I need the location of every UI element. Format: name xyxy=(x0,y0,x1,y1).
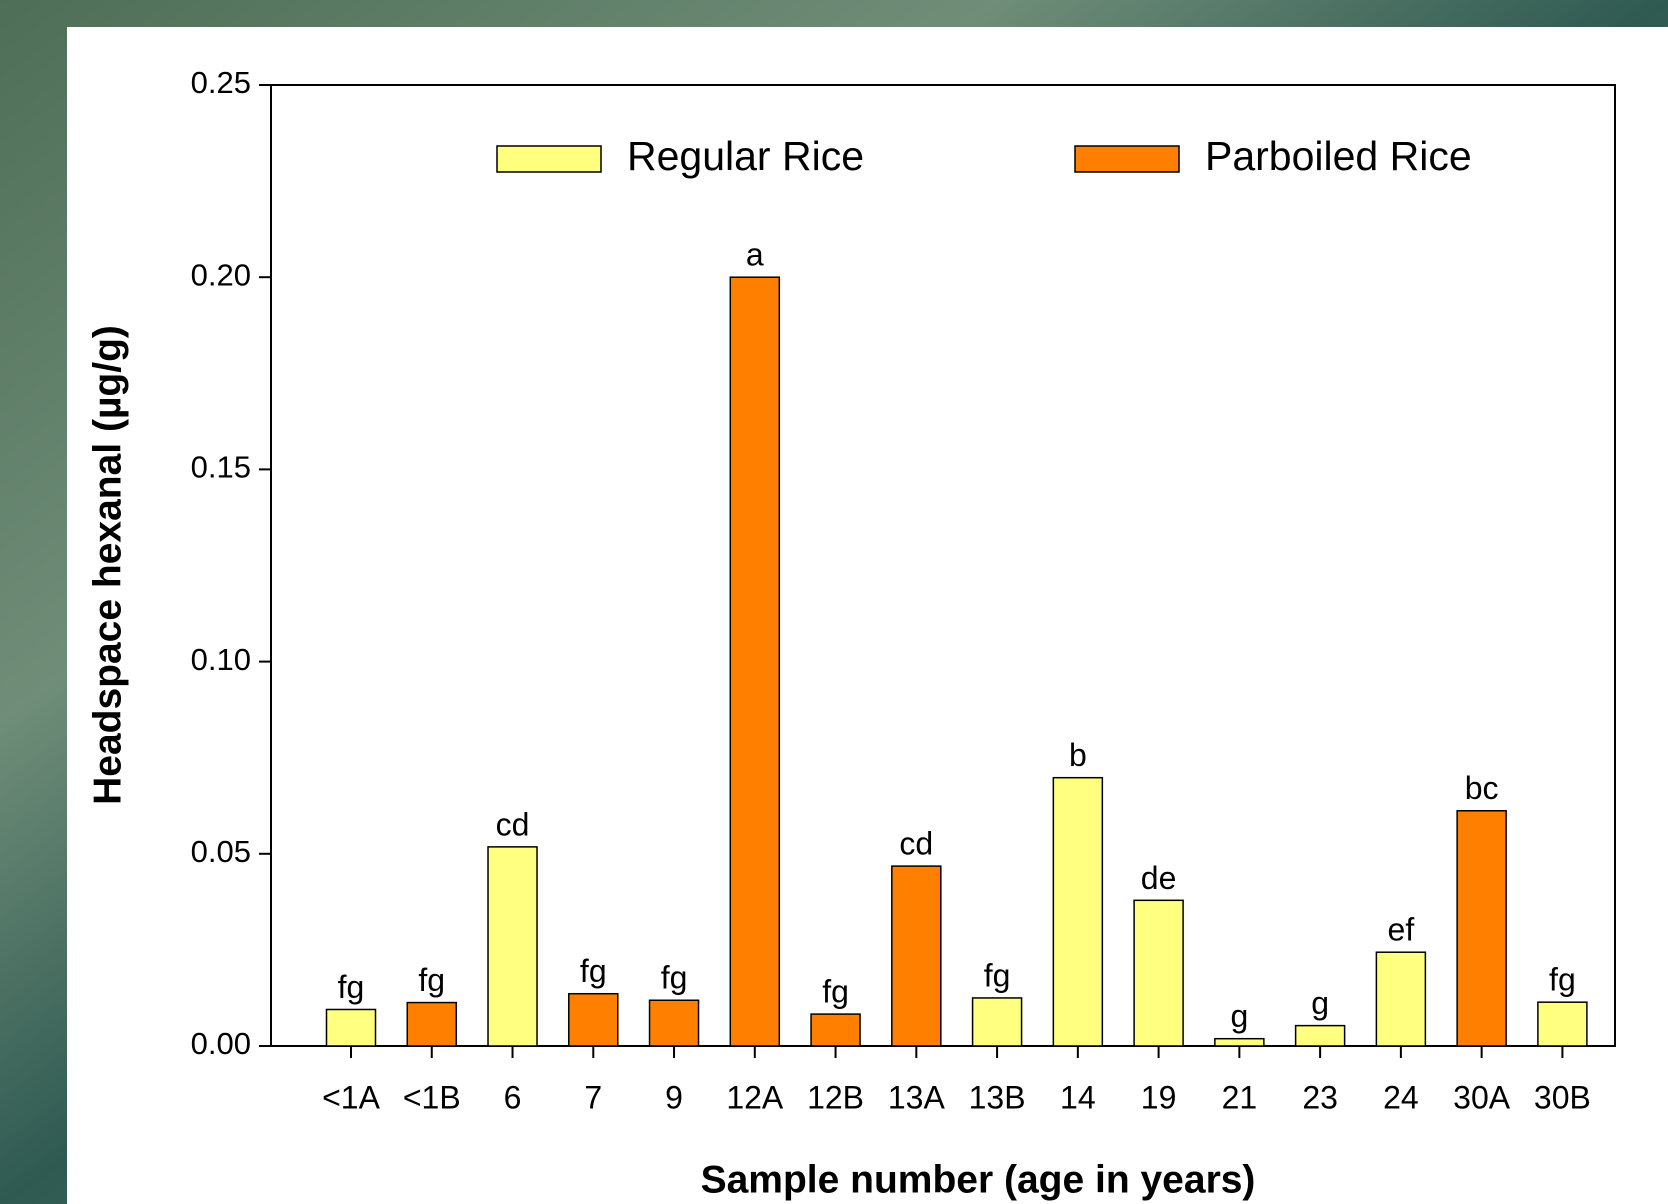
bar-annotation: ef xyxy=(1388,912,1415,948)
bar xyxy=(1538,1002,1587,1046)
bar-annotation: fg xyxy=(1549,962,1576,998)
bar xyxy=(811,1014,860,1046)
legend-label: Regular Rice xyxy=(627,133,864,179)
x-tick-label: <1B xyxy=(403,1079,461,1115)
legend-swatch xyxy=(1075,146,1179,172)
bar-annotation: de xyxy=(1141,860,1177,896)
bar xyxy=(569,994,618,1046)
x-tick-label: 30B xyxy=(1534,1079,1591,1115)
bar-annotation: bc xyxy=(1465,770,1499,806)
bar xyxy=(1457,811,1506,1046)
bar xyxy=(327,1009,376,1046)
bar-annotation: a xyxy=(746,237,764,273)
bar xyxy=(650,1000,699,1046)
chart: Sample number (age in years) Headspace h… xyxy=(0,0,1668,1204)
x-axis-title: Sample number (age in years) xyxy=(701,1158,1256,1201)
x-tick-label: 7 xyxy=(584,1079,602,1115)
bar xyxy=(1296,1026,1345,1046)
x-tick-label: 13B xyxy=(969,1079,1026,1115)
bar-annotation: g xyxy=(1230,998,1248,1034)
x-tick-label: 12A xyxy=(726,1079,784,1115)
y-tick-label: 0.00 xyxy=(191,1026,251,1061)
x-tick-label: 23 xyxy=(1302,1079,1338,1115)
bar xyxy=(973,998,1022,1046)
bar xyxy=(407,1003,456,1046)
legend-swatch xyxy=(497,146,601,172)
bar-annotation: fg xyxy=(418,962,445,998)
x-tick-label: 30A xyxy=(1453,1079,1511,1115)
bar-annotation: fg xyxy=(661,960,688,996)
y-axis-title: Headspace hexanal (µg/g) xyxy=(86,325,129,805)
x-tick-label: 19 xyxy=(1141,1079,1177,1115)
y-tick-label: 0.05 xyxy=(191,834,251,869)
bar xyxy=(1376,952,1425,1046)
bar-annotation: fg xyxy=(338,969,365,1005)
bar-annotation: b xyxy=(1069,737,1087,773)
bar-annotation: g xyxy=(1311,985,1329,1021)
bar-annotation: fg xyxy=(822,974,849,1010)
page: Sample number (age in years) Headspace h… xyxy=(0,0,1668,1204)
x-tick-label: <1A xyxy=(322,1079,380,1115)
y-tick-label: 0.15 xyxy=(191,450,251,485)
x-tick-label: 6 xyxy=(504,1079,522,1115)
bar-annotation: cd xyxy=(899,826,933,862)
bar-annotation: fg xyxy=(984,957,1011,993)
bar xyxy=(730,277,779,1046)
x-tick-label: 21 xyxy=(1222,1079,1258,1115)
bar xyxy=(892,866,941,1046)
bar xyxy=(1215,1039,1264,1046)
y-tick-label: 0.25 xyxy=(191,65,251,100)
legend-label: Parboiled Rice xyxy=(1205,133,1472,179)
x-tick-label: 14 xyxy=(1060,1079,1096,1115)
y-tick-label: 0.20 xyxy=(191,257,251,292)
bar-annotation: cd xyxy=(496,806,530,842)
bar xyxy=(1053,778,1102,1046)
chart-panel xyxy=(67,27,1668,1204)
bar xyxy=(1134,900,1183,1046)
bar xyxy=(488,847,537,1046)
x-tick-label: 24 xyxy=(1383,1079,1419,1115)
x-tick-label: 12B xyxy=(807,1079,864,1115)
bar-annotation: fg xyxy=(580,953,607,989)
y-tick-label: 0.10 xyxy=(191,642,251,677)
x-tick-label: 13A xyxy=(888,1079,946,1115)
x-tick-label: 9 xyxy=(665,1079,683,1115)
